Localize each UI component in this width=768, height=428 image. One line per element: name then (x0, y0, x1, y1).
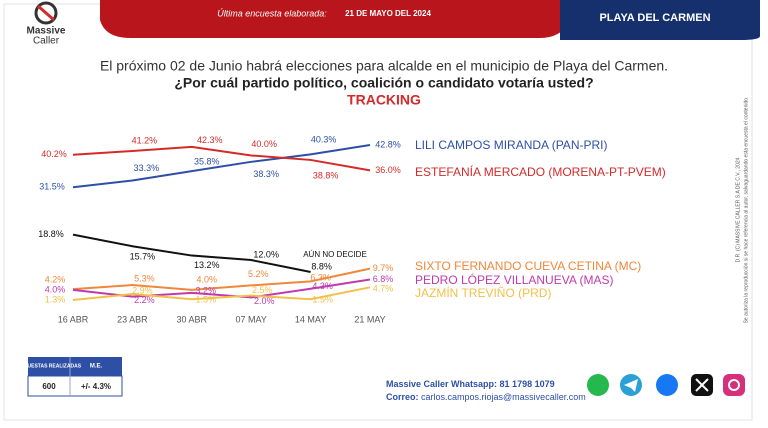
value-label: 2.9% (132, 285, 153, 295)
side-note-text: D.R. (C) MASSIVE CALLER S.A DE C.V., 202… (735, 157, 741, 262)
location: PLAYA DEL CARMEN (599, 12, 710, 24)
side-note-text: Se autoriza la reproducción si se hace r… (743, 97, 749, 324)
email: Correo: carlos.campos.riojas@massivecall… (386, 392, 586, 402)
value-label: 35.8% (194, 157, 220, 167)
value-label: 3.2% (196, 285, 217, 295)
location-box (560, 0, 760, 40)
legend-label: SIXTO FERNANDO CUEVA CETINA (MC) (415, 259, 641, 273)
facebook-icon[interactable] (656, 374, 678, 396)
whatsapp-label: Massive Caller Whatsapp: (386, 379, 497, 389)
value-label: 4.2% (45, 275, 66, 285)
value-label: 42.3% (197, 135, 223, 145)
whatsapp-icon[interactable] (587, 374, 609, 396)
series-line (72, 144, 371, 189)
x-glyph (695, 378, 709, 392)
x-tick-label: 21 MAY (354, 314, 385, 324)
whatsapp-number: 81 1798 1079 (497, 379, 555, 389)
value-label: 4.7% (373, 284, 394, 294)
value-label: 36.0% (375, 165, 401, 175)
value-label: 33.3% (134, 163, 160, 173)
legend-label: AÚN NO DECIDE (303, 250, 367, 259)
value-label: 40.2% (41, 149, 67, 159)
series-line (72, 267, 371, 291)
tracking-title: TRACKING (347, 92, 421, 108)
value-label: 5.3% (134, 273, 155, 283)
value-label: 2.5% (252, 285, 273, 295)
survey-label: Última encuesta elaborada: (217, 8, 327, 18)
legend-label: LILI CAMPOS MIRANDA (PAN-PRI) (415, 138, 607, 152)
value-label: 4.0% (45, 284, 66, 294)
value-label: 12.0% (253, 249, 279, 259)
value-label: 1.5% (312, 295, 333, 305)
table-header (28, 357, 122, 376)
table-header-text: ENCUESTAS REALIZADAS (17, 363, 82, 369)
question-text: El próximo 02 de Junio habrá elecciones … (100, 58, 668, 74)
email-address: carlos.campos.riojas@massivecaller.com (419, 392, 586, 402)
value-label: 41.2% (132, 135, 158, 145)
email-label: Correo: (386, 392, 419, 402)
value-label: 40.3% (311, 135, 337, 145)
value-label: 40.0% (251, 139, 277, 149)
value-label: 38.8% (313, 170, 339, 180)
value-label: 6.3% (310, 273, 331, 283)
value-label: 2.0% (254, 296, 275, 306)
logo-text: Caller (33, 36, 60, 47)
question-text: ¿Por cuál partido político, coalición o … (174, 75, 593, 91)
x-tick-label: 30 ABR (177, 314, 208, 324)
chart: 16 ABR 23 ABR 30 ABR 07 MAY 14 MAY 21 MAY 31.5… (38, 135, 665, 325)
value-label: 2.2% (134, 295, 155, 305)
value-label: 13.2% (194, 260, 220, 270)
value-label: 1.3% (45, 294, 66, 304)
logo-text: Massive (27, 26, 66, 37)
whatsapp: Massive Caller Whatsapp: 81 1798 1079 (386, 379, 555, 389)
instagram-icon[interactable] (723, 374, 745, 396)
logo-icon (37, 4, 55, 22)
table-row (27, 375, 123, 397)
table-cell: 600 (42, 382, 56, 391)
table-cell: +/- 4.3% (81, 382, 111, 391)
table-header-text: M.E. (90, 364, 103, 370)
value-label: 31.5% (39, 182, 65, 192)
value-label: 42.8% (375, 139, 401, 149)
series-line (72, 145, 371, 172)
value-label: 5.2% (248, 269, 269, 279)
x-tick-label: 16 ABR (58, 314, 89, 324)
side-note: D.R. (C) MASSIVE CALLER S.A DE C.V., 202… (735, 97, 749, 324)
legend-label: PEDRO LÓPEZ VILLANUEVA (MAS) (415, 272, 614, 287)
header-banner (100, 0, 570, 38)
instagram-glyph (728, 379, 740, 391)
value-label: 8.8% (311, 261, 332, 271)
value-label: 15.7% (130, 252, 156, 262)
telegram-glyph (624, 379, 638, 392)
x-tick-label: 14 MAY (295, 314, 326, 324)
x-tick-label: 07 MAY (236, 314, 267, 324)
value-label: 1.5% (196, 295, 217, 305)
value-label: 18.8% (38, 229, 64, 239)
legend-label: JAZMÍN TREVIÑO (PRD) (415, 285, 551, 300)
value-label: 38.3% (253, 169, 279, 179)
x-tick-label: 23 ABR (117, 314, 148, 324)
series-line (72, 233, 311, 273)
legend-label: ESTEFANÍA MERCADO (MORENA-PT-PVEM) (415, 164, 666, 179)
value-label: 6.8% (373, 274, 394, 284)
survey-date: 21 DE MAYO DEL 2024 (345, 9, 431, 18)
logo-icon (34, 1, 58, 25)
series-line (72, 286, 371, 301)
value-label: 4.0% (197, 274, 218, 284)
value-label: 4.3% (312, 281, 333, 291)
value-label: 9.7% (373, 263, 394, 273)
